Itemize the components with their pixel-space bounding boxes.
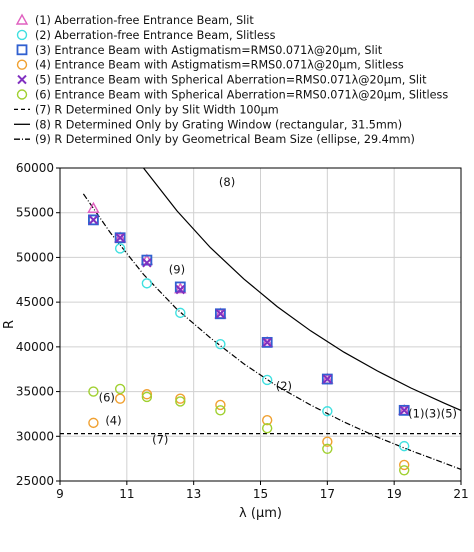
annotation-label: (2) [276,379,292,393]
data-point [142,258,152,268]
plot-area: 9 11 13 15 17 19 21 25000 30000 35000 40000 45000 50… [2,161,469,521]
legend-marker [15,13,29,25]
legend-label: (5) Entrance Beam with Spherical Aberrat… [35,74,427,87]
annotation-label: (4) [105,414,121,428]
annotation-label: (6) [99,390,115,404]
series-line [82,193,461,470]
data-point [214,308,226,320]
series-markers [88,214,410,416]
data-point [261,423,273,434]
y-tick-label: 25000 [16,474,54,488]
x-tick-label: 19 [387,487,402,501]
data-point [398,465,410,476]
data-point [174,281,186,293]
data-point [321,373,333,385]
data-point [114,232,126,244]
legend-label: (9) R Determined Only by Geometrical Bea… [35,133,415,146]
data-point [115,233,125,243]
data-point [114,383,126,395]
annotation-label: (9) [169,263,185,277]
y-tick-label: 60000 [16,161,54,175]
data-point [141,278,153,289]
legend: (1) Aberration-free Entrance Beam, Slit (… [14,13,448,146]
x-tick-label: 13 [186,487,201,501]
y-tick-label: 30000 [16,429,54,443]
data-point [114,393,126,404]
data-point [322,374,333,384]
data-point [398,440,410,452]
y-tick-label: 40000 [16,340,54,354]
legend-label: (7) R Determined Only by Slit Width 100μ… [35,103,279,116]
data-point [261,414,273,426]
legend-label: (4) Entrance Beam with Astigmatism=RMS0.… [35,59,404,72]
data-point [175,393,186,404]
plot-border [59,167,462,482]
x-tick-label: 21 [453,487,468,501]
data-point [398,404,410,416]
data-point [398,459,410,471]
legend-label: (2) Aberration-free Entrance Beam, Slitl… [35,29,276,42]
reference-lines [60,168,461,470]
y-tick-label: 50000 [16,250,54,264]
legend-label: (1) Aberration-free Entrance Beam, Slit [35,14,254,27]
data-point [215,399,226,411]
legend-marker [16,44,28,56]
data-point [215,338,226,350]
data-point [262,337,272,348]
annotation-label: (1)(3)(5) [408,407,457,421]
series-line [143,168,461,411]
data-point [215,405,226,416]
data-point [87,201,100,213]
y-tick-label: 55000 [16,206,54,220]
data-point [261,336,273,348]
x-tick-label: 11 [119,487,134,501]
legend-marker [16,89,28,100]
data-point [261,374,273,386]
annotation-label: (7) [152,432,168,446]
y-axis-label: R [2,320,17,329]
annotation-label: (8) [219,175,235,189]
legend-label: (3) Entrance Beam with Astigmatism=RMS0.… [35,44,383,57]
legend-label: (6) Entrance Beam with Spherical Aberrat… [35,89,448,102]
series-markers [88,215,409,416]
x-tick-label: 17 [320,487,335,501]
data-point [141,391,153,403]
x-tick-label: 15 [253,487,268,501]
legend-label: (8) R Determined Only by Grating Window … [35,118,402,131]
data-point [322,443,333,455]
data-point [88,417,99,429]
series-markers [88,383,410,476]
series-markers [88,389,410,471]
data-point [175,307,186,319]
data-point [88,386,99,397]
data-point [88,215,99,225]
data-point [175,396,186,407]
x-tick-label: 9 [56,487,64,501]
legend-marker [16,59,28,70]
legend-marker [16,29,28,41]
data-point [215,309,226,319]
y-tick-label: 35000 [16,385,54,399]
legend-marker [17,74,27,85]
data-point [141,254,153,266]
data-point [175,284,186,295]
data-point [322,406,333,417]
data-point [88,214,99,226]
data-point [399,405,409,416]
data-point [114,243,126,254]
y-tick-label: 45000 [16,295,54,309]
x-axis-label: λ (μm) [239,506,282,521]
data-point [141,389,153,400]
data-point [322,436,333,447]
